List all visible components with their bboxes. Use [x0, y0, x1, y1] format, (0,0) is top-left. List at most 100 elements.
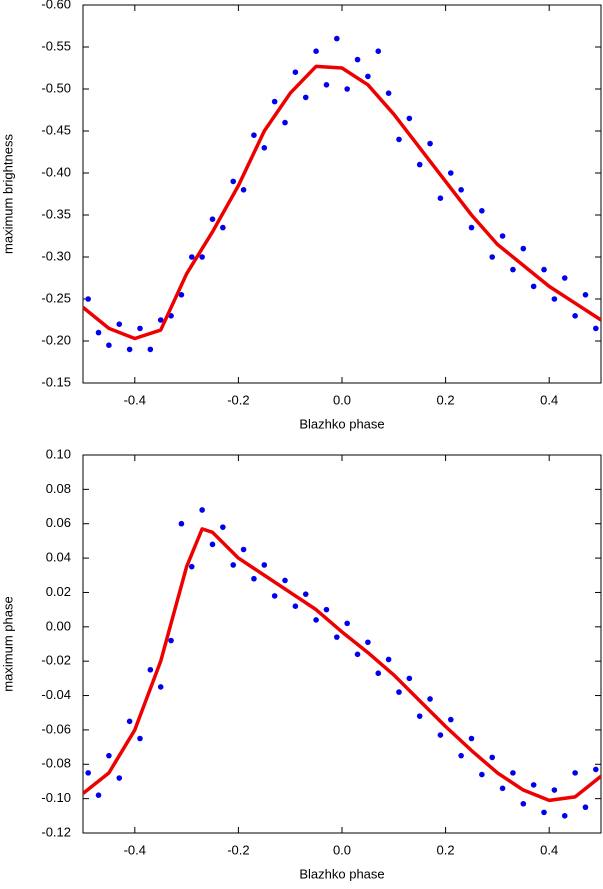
- data-point: [385, 90, 392, 96]
- data-point: [313, 617, 319, 623]
- data-point: [354, 651, 361, 658]
- data-point: [220, 224, 226, 231]
- data-point: [572, 313, 578, 319]
- data-point: [406, 675, 413, 682]
- y-axis-label: maximum phase: [0, 596, 15, 691]
- data-point: [479, 208, 485, 214]
- x-tick-label: 0.2: [437, 842, 455, 857]
- data-point: [365, 73, 371, 80]
- fit-line: [83, 64, 601, 341]
- data-point: [354, 56, 361, 63]
- y-tick-label: 0.02: [46, 584, 71, 599]
- data-point: [499, 785, 506, 792]
- data-point: [582, 292, 589, 298]
- y-tick-label: -0.20: [41, 332, 71, 347]
- data-point: [292, 603, 299, 609]
- data-point: [416, 713, 423, 719]
- data-point: [116, 775, 123, 781]
- data-point: [106, 752, 112, 759]
- data-point: [365, 639, 371, 646]
- fit-line: [83, 527, 601, 803]
- data-point: [282, 577, 288, 584]
- data-point: [251, 132, 257, 138]
- data-point: [530, 283, 537, 290]
- data-point: [479, 771, 485, 778]
- data-point: [447, 716, 454, 723]
- data-point: [147, 346, 154, 353]
- data-point: [334, 634, 340, 640]
- data-point: [230, 178, 237, 185]
- data-point: [261, 562, 268, 568]
- data-point: [282, 119, 288, 126]
- data-point: [292, 69, 299, 75]
- x-tick-label: 0.4: [540, 392, 558, 407]
- data-point: [458, 752, 464, 759]
- data-point: [220, 524, 226, 530]
- data-point: [541, 809, 547, 816]
- x-axis-label: Blazhko phase: [299, 416, 384, 431]
- x-tick-label: -0.2: [227, 392, 249, 407]
- data-point: [437, 195, 444, 201]
- data-point: [468, 735, 475, 742]
- data-point: [489, 254, 496, 260]
- x-tick-label: -0.4: [124, 392, 146, 407]
- y-tick-label: -0.06: [41, 721, 71, 736]
- data-point: [468, 224, 475, 231]
- data-point: [95, 792, 102, 798]
- data-point: [168, 637, 174, 644]
- plot-frame: [82, 454, 602, 834]
- x-tick-label: 0.0: [333, 842, 351, 857]
- data-point: [157, 684, 164, 690]
- data-point: [188, 254, 195, 260]
- data-point: [240, 546, 247, 553]
- data-point: [541, 266, 547, 273]
- data-point: [520, 245, 527, 252]
- data-point: [199, 254, 205, 260]
- data-point: [199, 507, 205, 513]
- data-point: [561, 275, 568, 281]
- data-point: [302, 94, 309, 101]
- x-tick-label: -0.4: [124, 842, 146, 857]
- data-point: [385, 656, 392, 663]
- data-point: [447, 170, 454, 176]
- x-tick-label: 0.2: [437, 392, 455, 407]
- y-tick-label: -0.04: [41, 687, 71, 702]
- data-point: [323, 82, 330, 88]
- y-tick-label: 0.10: [46, 446, 71, 461]
- data-point: [582, 804, 589, 811]
- data-point: [396, 136, 402, 143]
- data-point: [178, 292, 185, 298]
- data-point: [230, 562, 237, 568]
- data-point: [302, 591, 309, 597]
- data-point: [85, 296, 91, 302]
- data-point: [437, 732, 444, 738]
- y-tick-label: -0.02: [41, 653, 71, 668]
- data-point: [406, 115, 413, 122]
- data-point: [116, 321, 123, 328]
- data-point: [416, 161, 423, 168]
- data-point: [251, 575, 257, 582]
- data-point: [499, 233, 506, 239]
- data-point: [313, 48, 319, 54]
- data-point: [551, 787, 558, 793]
- data-point: [106, 342, 112, 349]
- data-point: [396, 689, 402, 695]
- data-point: [458, 187, 464, 193]
- y-tick-label: -0.55: [41, 38, 71, 53]
- y-tick-label: -0.30: [41, 248, 71, 263]
- data-point: [344, 620, 350, 627]
- y-tick-label: -0.40: [41, 164, 71, 179]
- y-tick-label: -0.60: [41, 0, 71, 11]
- data-point: [271, 593, 278, 599]
- data-point: [137, 735, 143, 742]
- data-point: [510, 770, 516, 776]
- data-point: [323, 606, 330, 613]
- x-axis-label: Blazhko phase: [299, 866, 384, 881]
- data-point: [178, 520, 185, 527]
- data-point: [375, 670, 382, 677]
- y-tick-label: -0.35: [41, 206, 71, 221]
- data-point: [271, 98, 278, 105]
- data-point: [126, 346, 133, 353]
- data-point: [572, 770, 578, 776]
